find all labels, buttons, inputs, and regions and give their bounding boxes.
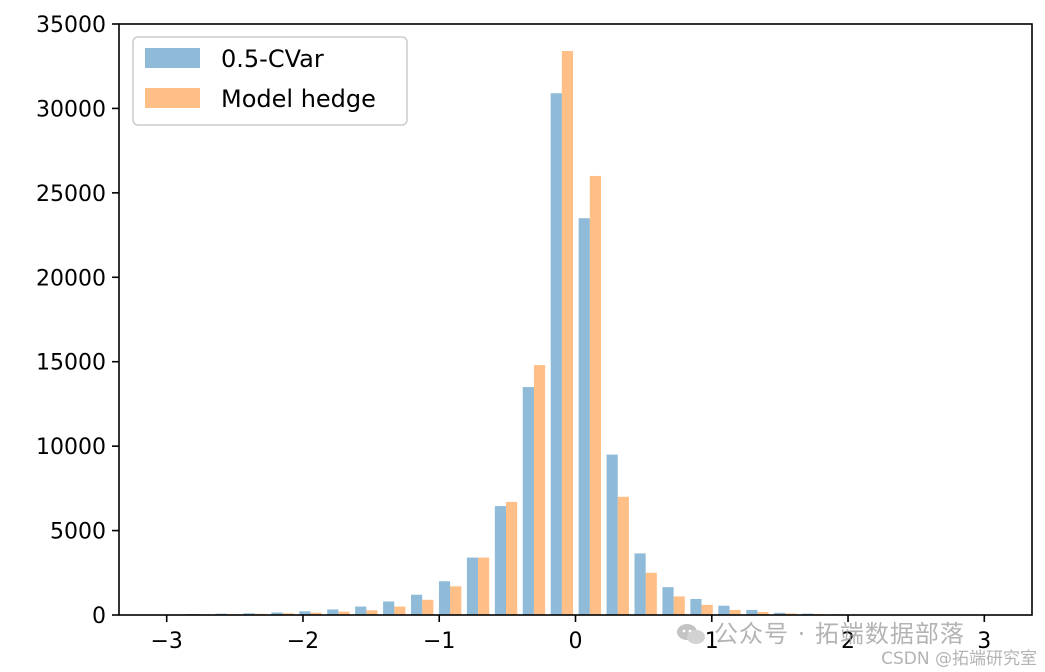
x-tick-label: 2: [841, 629, 855, 654]
bar-series-1-bin-17: [606, 454, 618, 615]
bar-series-1-bin-7: [327, 609, 339, 615]
bar-series-2-bin-20: [701, 604, 713, 615]
bar-series-2-bin-6: [310, 612, 322, 615]
bar-series-2-bin-8: [366, 610, 378, 615]
bar-series-2-bin-14: [533, 365, 546, 615]
y-tick-label: 0: [92, 604, 106, 629]
bar-series-1-bin-4: [243, 613, 255, 615]
bar-series-2-bin-5: [282, 613, 294, 615]
bar-series-1-bin-14: [522, 387, 534, 615]
y-tick-label: 30000: [36, 97, 106, 122]
bar-series-1-bin-13: [494, 506, 506, 615]
bar-series-2-bin-10: [422, 599, 434, 615]
bar-series-2-bin-19: [673, 596, 685, 615]
bar-series-2-bin-17: [617, 496, 629, 615]
series-1: [159, 93, 981, 616]
bar-series-1-bin-23: [774, 612, 786, 615]
watermark-main: 公众号 · 拓端数据部落: [676, 614, 965, 649]
watermark-sub: CSDN @拓端研究室: [881, 649, 1037, 669]
bar-series-1-bin-12: [466, 557, 479, 615]
x-tick-label: −3: [150, 629, 182, 654]
bar-series-1-bin-8: [355, 606, 367, 615]
bar-series-2-bin-18: [645, 572, 657, 615]
y-tick-label: 5000: [50, 520, 106, 545]
watermark-main-text: 公众号 · 拓端数据部落: [714, 620, 965, 648]
bar-series-2-bin-9: [394, 606, 406, 615]
bar-series-2-bin-15: [561, 51, 574, 615]
bar-series-2-bin-21: [729, 609, 741, 615]
bar-series-1-bin-16: [578, 218, 590, 615]
y-tick-label: 15000: [36, 351, 106, 376]
legend-swatch-2: [145, 88, 200, 108]
bar-series-2-bin-13: [506, 501, 518, 615]
y-tick-label: 25000: [36, 182, 106, 207]
bar-series-1-bin-6: [299, 611, 311, 615]
y-tick-label: 10000: [36, 435, 106, 460]
wechat-icon: [677, 624, 705, 644]
x-tick-label: 0: [569, 629, 583, 654]
bar-series-2-bin-12: [478, 557, 490, 615]
bar-series-1-bin-19: [662, 587, 674, 615]
x-tick-label: −1: [423, 629, 455, 654]
bar-series-2-bin-7: [338, 611, 350, 615]
bar-series-1-bin-15: [550, 93, 562, 616]
legend-label-2: Model hedge: [221, 85, 376, 113]
bar-series-1-bin-18: [634, 553, 646, 615]
legend-box: [132, 36, 408, 126]
bar-series-2-bin-16: [589, 175, 601, 615]
bar-series-1-bin-10: [411, 594, 423, 615]
legend-label-1: 0.5-CVar: [221, 45, 324, 73]
bar-series-1-bin-20: [690, 598, 702, 615]
y-tick-label: 35000: [36, 13, 106, 38]
legend: 0.5-CVar Model hedge: [132, 36, 408, 126]
bar-series-1-bin-9: [383, 601, 395, 615]
axes-layer: −3 −2 −1 0 1 2 3 0 5000 10000 15000 20000 25000 30000…: [36, 13, 1033, 654]
bar-series-2-bin-11: [450, 586, 462, 615]
bar-series-1-bin-5: [271, 612, 283, 615]
x-tick-label: 3: [977, 629, 991, 654]
bar-series-1-bin-11: [438, 581, 451, 615]
bar-series-2-bin-22: [757, 611, 769, 615]
x-tick-label: −2: [287, 629, 319, 654]
bar-series-1-bin-22: [746, 609, 758, 615]
y-tick-label: 20000: [36, 266, 106, 291]
bars-layer: [159, 51, 993, 616]
bar-series-1-bin-21: [718, 605, 730, 615]
legend-swatch-1: [145, 48, 200, 68]
x-tick-label: 1: [705, 629, 719, 654]
